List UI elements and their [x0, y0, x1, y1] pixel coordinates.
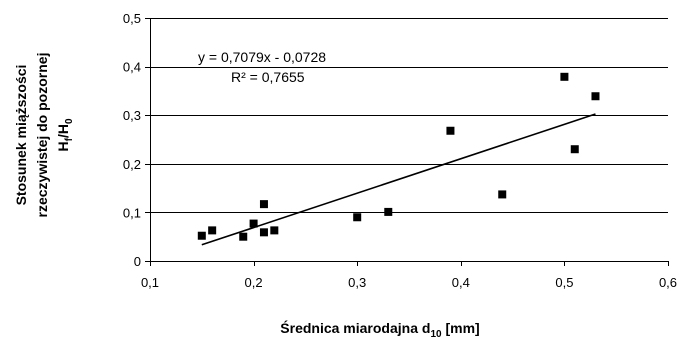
y-tick-label: 0,5 [123, 11, 141, 26]
x-tick-label: 0,4 [452, 275, 470, 290]
data-point [353, 213, 362, 222]
data-point [239, 232, 248, 241]
x-tick-label: 0,6 [659, 275, 677, 290]
data-point [259, 228, 268, 237]
x-tick-label: 0,1 [141, 275, 159, 290]
data-point [249, 219, 258, 228]
data-point [384, 207, 393, 216]
x-axis-title-unit: [mm] [442, 320, 480, 336]
y-axis-title-line2: rzeczywistej do pozornej [34, 53, 50, 218]
y-tick-label: 0,3 [123, 108, 141, 123]
axes [145, 18, 668, 266]
data-point [259, 200, 268, 209]
grid-lines [150, 18, 668, 213]
trendline-equation: y = 0,7079x - 0,0728 [198, 49, 326, 65]
trendline-path [201, 113, 596, 246]
x-tick-labels: 0,1 0,2 0,3 0,4 0,5 0,6 [141, 261, 677, 290]
data-point [446, 126, 455, 135]
y-tick-label: 0 [134, 254, 141, 269]
data-point [270, 226, 279, 235]
data-point [570, 145, 579, 154]
x-tick-label: 0,3 [348, 275, 366, 290]
y-axis-title-line1: Stosunek miąższości [13, 65, 29, 206]
x-tick-label: 0,2 [245, 275, 263, 290]
y-tick-labels: 0 0,1 0,2 0,3 0,4 0,5 [123, 11, 150, 269]
r-squared-label: R² = 0,7655 [231, 69, 305, 85]
y-axis-title-line3: Hf/H0 [55, 118, 75, 151]
data-points [197, 72, 600, 241]
y-axis-title-h: H [55, 141, 71, 151]
y-axis-title-slash-h: /H [55, 124, 71, 138]
y-tick-label: 0,4 [123, 60, 141, 75]
x-axis-title-sub: 10 [430, 329, 442, 339]
trendline [201, 113, 596, 246]
x-tick-label: 0,5 [555, 275, 573, 290]
data-point [498, 190, 507, 199]
y-axis-title-f-sub: f [64, 137, 75, 141]
x-axis-title-main: Średnica miarodajna d [280, 319, 430, 336]
y-tick-label: 0,2 [123, 157, 141, 172]
data-point [208, 226, 217, 235]
data-point [197, 231, 206, 240]
x-axis-title: Średnica miarodajna d10 [mm] [280, 319, 479, 339]
y-axis-title-0-sub: 0 [64, 118, 75, 124]
data-point [560, 72, 569, 81]
data-point [591, 92, 600, 101]
y-tick-label: 0,1 [123, 205, 141, 220]
